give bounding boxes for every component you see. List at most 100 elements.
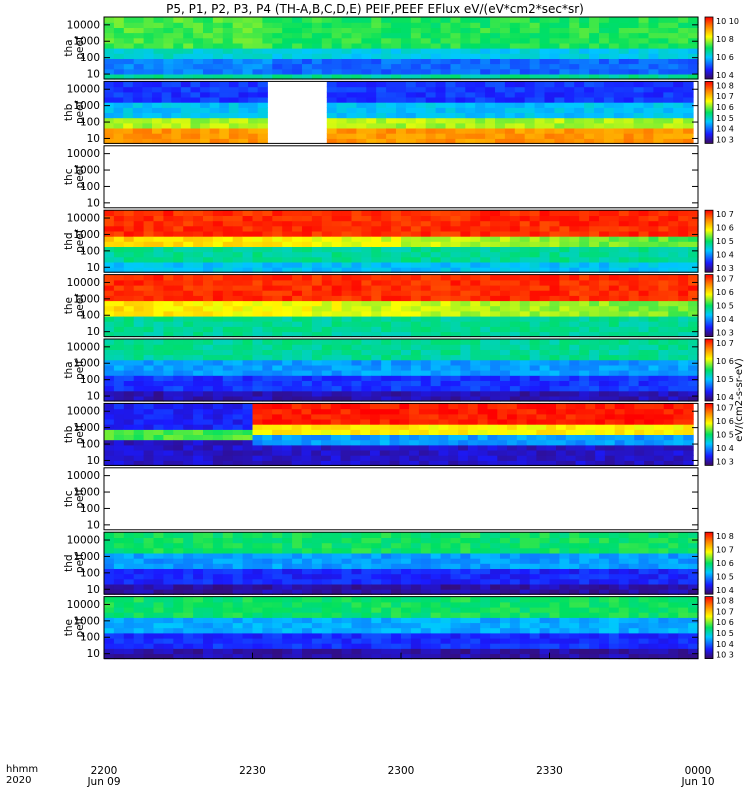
spectrogram-cell [638, 42, 650, 49]
spectrogram-cell [480, 321, 491, 327]
spectrogram-cell [638, 290, 650, 296]
spectrogram-cell [321, 58, 333, 65]
spectrogram-cell [574, 117, 585, 124]
spectrogram-cell [410, 251, 422, 258]
spectrogram-cell [480, 578, 491, 585]
spectrogram-cell [497, 444, 508, 451]
spectrogram-cell [301, 429, 312, 435]
spectrogram-cell [440, 48, 452, 54]
spectrogram-cell [252, 455, 263, 461]
spectrogram-cell [599, 321, 610, 327]
spectrogram-cell [248, 127, 259, 134]
spectrogram-cell [203, 279, 214, 286]
spectrogram-cell [203, 300, 214, 307]
spectrogram-cell [133, 290, 145, 296]
spectrogram-cell [589, 63, 600, 70]
spectrogram-cell [330, 434, 342, 441]
spectrogram-cell [183, 73, 194, 80]
spectrogram-cell [490, 27, 501, 34]
spectrogram-cell [252, 542, 263, 549]
spectrogram-cell [153, 58, 164, 65]
spectrogram-cell [623, 107, 635, 113]
spectrogram-cell [536, 449, 547, 456]
spectrogram-cell [399, 429, 410, 435]
spectrogram-cell [123, 542, 135, 549]
spectrogram-cell [301, 434, 312, 441]
spectrogram-cell [386, 117, 397, 124]
spectrogram-cell [529, 321, 541, 327]
spectrogram-cell [252, 58, 263, 65]
spectrogram-cell [292, 32, 303, 39]
spectrogram-cell [272, 583, 283, 590]
spectrogram-cell [648, 256, 659, 263]
spectrogram-cell [262, 42, 273, 49]
spectrogram-cell [257, 117, 268, 124]
spectrogram-cell [480, 63, 491, 70]
spectrogram-cell [212, 589, 224, 595]
spectrogram-cell [509, 359, 521, 366]
spectrogram-cell [123, 449, 135, 456]
spectrogram-cell [628, 370, 640, 376]
spectrogram-cell [331, 349, 343, 356]
spectrogram-cell [509, 542, 521, 549]
spectrogram-cell [113, 210, 125, 216]
spectrogram-cell [638, 241, 650, 247]
spectrogram-cell [430, 552, 442, 559]
spectrogram-cell [356, 81, 367, 88]
spectrogram-cell [282, 215, 293, 222]
spectrogram-cell [440, 532, 452, 538]
spectrogram-cell [242, 380, 254, 387]
spectrogram-cell [420, 331, 432, 338]
spectrogram-cell [480, 32, 491, 39]
spectrogram-cell [575, 413, 586, 420]
spectrogram-cell [569, 349, 580, 356]
spectrogram-cell [193, 339, 204, 345]
spectrogram-cell [507, 449, 518, 456]
spectrogram-cell [409, 434, 420, 441]
spectrogram-cell [391, 385, 402, 392]
spectrogram-cell [500, 68, 511, 75]
spectrogram-cell [376, 133, 387, 139]
spectrogram-cell [497, 413, 508, 420]
spectrogram-cell [203, 542, 214, 549]
spectrogram-cell [534, 91, 546, 98]
spectrogram-cell [143, 315, 155, 322]
spectrogram-cell [509, 326, 521, 333]
spectrogram-cell [470, 274, 481, 281]
spectrogram-cell [302, 380, 313, 387]
spectrogram-cell [161, 122, 172, 129]
spectrogram-cell [203, 568, 214, 575]
spectrogram-cell [331, 246, 343, 253]
colorbar-tick-label: 10 4 [716, 315, 734, 324]
spectrogram-cell [311, 359, 323, 366]
spectrogram-cell [302, 73, 313, 80]
spectrogram-cell [668, 267, 679, 273]
spectrogram-cell [688, 321, 699, 327]
spectrogram-cell [113, 403, 125, 410]
spectrogram-cell [371, 370, 382, 376]
spectrogram-cell [242, 230, 254, 237]
spectrogram-cell [599, 256, 610, 263]
spectrogram-cell [341, 568, 353, 575]
spectrogram-cell [405, 138, 417, 144]
spectrogram-cell [549, 236, 560, 242]
spectrogram-cell [490, 267, 501, 273]
spectrogram-cell [351, 53, 362, 59]
spectrogram-cell [232, 344, 244, 350]
spectrogram-cell [331, 37, 343, 44]
spectrogram-cell [252, 48, 263, 54]
spectrogram-cell [529, 547, 541, 554]
spectrogram-cell [480, 274, 491, 281]
spectrogram-cell [579, 220, 590, 227]
spectrogram-cell [212, 305, 224, 312]
spectrogram-cell [281, 460, 293, 466]
spectrogram-cell [574, 86, 585, 93]
spectrogram-cell [113, 122, 124, 129]
spectrogram-cell [497, 460, 508, 466]
spectrogram-cell [183, 375, 194, 381]
spectrogram-cell [371, 236, 382, 242]
spectrogram-cell [401, 256, 412, 263]
spectrogram-cell [445, 122, 456, 129]
spectrogram-cell [391, 344, 402, 350]
spectrogram-cell [643, 96, 654, 103]
